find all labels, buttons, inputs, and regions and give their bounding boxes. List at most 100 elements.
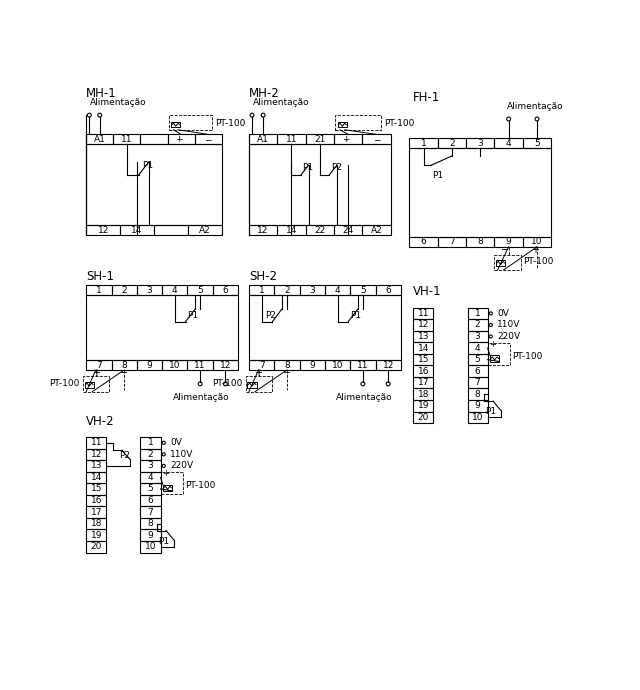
Text: 19: 19: [417, 402, 429, 411]
Text: 110V: 110V: [170, 450, 193, 459]
Text: 6: 6: [385, 286, 391, 295]
Text: −: −: [500, 245, 509, 255]
Text: 24: 24: [342, 226, 354, 235]
Bar: [413, 342, 433, 354]
Bar: [86, 460, 106, 472]
Bar: [140, 135, 168, 144]
Text: MH-1: MH-1: [86, 87, 117, 100]
Bar: [249, 295, 401, 360]
Bar: [137, 360, 162, 370]
Text: 7: 7: [449, 237, 455, 246]
Bar: [467, 331, 488, 342]
Bar: [86, 285, 111, 295]
Text: 4: 4: [335, 286, 340, 295]
Bar: [86, 483, 106, 495]
Bar: [376, 360, 401, 370]
Bar: [168, 135, 195, 144]
Text: 3: 3: [309, 286, 315, 295]
Text: 3: 3: [475, 332, 481, 341]
Text: 15: 15: [90, 484, 102, 493]
Text: P1: P1: [485, 408, 497, 417]
Text: 8: 8: [284, 360, 290, 370]
Bar: [120, 225, 154, 235]
Text: 2: 2: [122, 286, 127, 295]
Bar: [249, 225, 277, 235]
Text: 15: 15: [417, 355, 429, 364]
Bar: [467, 377, 488, 388]
Text: 6: 6: [223, 286, 228, 295]
Text: 110V: 110V: [497, 320, 520, 329]
Text: 12: 12: [257, 226, 269, 235]
Text: 14: 14: [91, 473, 102, 482]
Bar: [467, 366, 488, 377]
Bar: [495, 237, 523, 247]
Text: A1: A1: [257, 135, 269, 144]
Bar: [249, 360, 275, 370]
Bar: [86, 506, 106, 518]
Text: 16: 16: [417, 366, 429, 375]
Text: 2: 2: [284, 286, 290, 295]
Bar: [325, 285, 350, 295]
Text: +: +: [489, 339, 496, 348]
Text: 1: 1: [148, 438, 154, 447]
Text: PT-100: PT-100: [513, 352, 543, 361]
Text: PT-100: PT-100: [384, 119, 414, 128]
Text: 0V: 0V: [170, 438, 182, 447]
Text: 13: 13: [90, 462, 102, 471]
Bar: [334, 135, 362, 144]
Bar: [410, 237, 438, 247]
Bar: [249, 144, 391, 225]
Text: A2: A2: [199, 226, 211, 235]
Bar: [277, 135, 306, 144]
Text: 11: 11: [90, 438, 102, 447]
Text: 19: 19: [90, 531, 102, 540]
Text: 12: 12: [418, 320, 429, 329]
Text: 4: 4: [148, 473, 154, 482]
Bar: [188, 360, 212, 370]
Bar: [467, 308, 488, 319]
Bar: [275, 360, 300, 370]
Text: 11: 11: [285, 135, 297, 144]
Text: 1: 1: [259, 286, 264, 295]
Bar: [413, 377, 433, 388]
Text: 16: 16: [90, 496, 102, 505]
Text: 6: 6: [475, 366, 481, 375]
Text: P1: P1: [188, 310, 198, 320]
Text: +: +: [255, 368, 262, 378]
Text: FH-1: FH-1: [413, 90, 440, 104]
Bar: [188, 285, 212, 295]
Text: P1: P1: [350, 310, 361, 320]
Text: SH-1: SH-1: [86, 270, 114, 283]
Bar: [376, 285, 401, 295]
Text: Alimentação: Alimentação: [173, 393, 230, 402]
Bar: [83, 376, 109, 391]
Bar: [438, 138, 466, 148]
Text: 11: 11: [357, 360, 369, 370]
Bar: [523, 237, 551, 247]
Text: P1: P1: [158, 537, 170, 546]
Text: 1: 1: [96, 286, 102, 295]
Text: 10: 10: [531, 237, 543, 246]
Text: 220V: 220V: [497, 332, 520, 341]
Bar: [410, 138, 438, 148]
Bar: [488, 343, 510, 364]
Bar: [140, 472, 161, 483]
Text: MH-2: MH-2: [249, 87, 280, 100]
Bar: [249, 285, 275, 295]
Bar: [140, 506, 161, 518]
Bar: [212, 285, 238, 295]
Bar: [467, 354, 488, 366]
Text: 10: 10: [169, 360, 180, 370]
Text: 1: 1: [420, 139, 426, 148]
Bar: [140, 460, 161, 472]
Bar: [169, 115, 212, 130]
Text: VH-2: VH-2: [86, 415, 115, 428]
Text: 10: 10: [145, 542, 156, 551]
Bar: [495, 138, 523, 148]
Bar: [467, 400, 488, 412]
Text: P2: P2: [119, 451, 130, 460]
Bar: [84, 382, 94, 388]
Bar: [212, 360, 238, 370]
Text: 9: 9: [475, 402, 481, 411]
Text: 18: 18: [417, 390, 429, 399]
